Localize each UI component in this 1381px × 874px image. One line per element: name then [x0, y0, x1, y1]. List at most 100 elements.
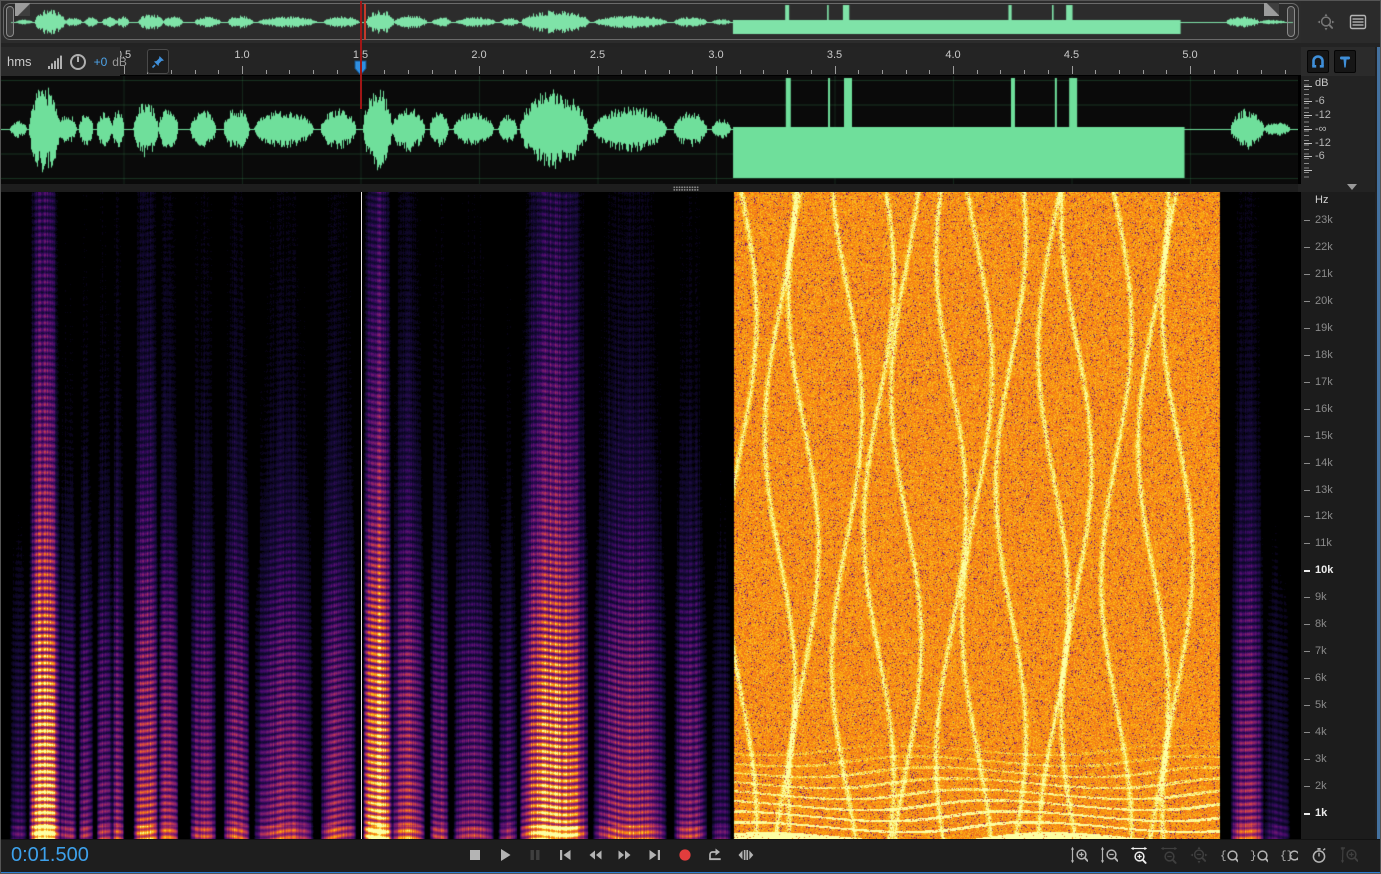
timeline-tick	[1095, 70, 1097, 74]
frequency-label: 18k	[1315, 348, 1333, 361]
frequency-label: 2k	[1315, 779, 1327, 792]
zoom-out-full-button[interactable]	[1187, 842, 1211, 868]
zoom-in-at-out-point-button[interactable]: }	[1247, 842, 1271, 868]
svg-text:{: {	[1220, 851, 1227, 863]
zoom-in-at-in-point-button[interactable]: {	[1217, 842, 1241, 868]
loop-playback-button[interactable]	[703, 842, 727, 868]
spectrogram-playhead-line	[360, 192, 362, 839]
fast-forward-icon	[618, 850, 631, 860]
skip-selection-button[interactable]	[733, 842, 757, 868]
amplitude-major-tick	[1304, 86, 1312, 87]
frequency-label: 1k	[1315, 806, 1328, 819]
overview-strip[interactable]	[1, 1, 1301, 43]
panel-corner-handle-right[interactable]	[1264, 3, 1279, 16]
time-display[interactable]: 0:01.500	[11, 844, 89, 866]
panel-splitter-handle[interactable]	[673, 186, 699, 191]
navigate-zoom-icon[interactable]	[1315, 11, 1337, 33]
stop-button[interactable]	[463, 842, 487, 868]
frequency-tick	[1304, 273, 1310, 275]
frequency-label: 20k	[1315, 294, 1333, 307]
timeline-tick	[1190, 66, 1191, 74]
time-format-label[interactable]: hms	[7, 54, 32, 69]
frequency-tick	[1304, 785, 1310, 787]
frequency-label: 15k	[1315, 429, 1333, 442]
timeline-tick	[834, 66, 836, 74]
skip-to-end-button[interactable]	[643, 842, 667, 868]
frequency-label: 9k	[1315, 591, 1327, 604]
pin-button[interactable]	[147, 49, 169, 74]
timeline-tick	[550, 70, 552, 74]
skip-selection-icon	[738, 850, 754, 860]
range-handle-left[interactable]	[6, 6, 14, 37]
frequency-label: 4k	[1315, 726, 1327, 739]
record-button[interactable]	[673, 842, 697, 868]
pause-button[interactable]	[523, 842, 547, 868]
waveform-display[interactable]	[1, 76, 1298, 184]
range-handle-right[interactable]	[1287, 6, 1295, 37]
overview-playhead	[363, 4, 366, 40]
spectrogram-panel[interactable]	[1, 192, 1298, 839]
fast-forward-button[interactable]	[613, 842, 637, 868]
panel-corner-handle-left[interactable]	[15, 3, 30, 16]
timeline-tick	[289, 70, 291, 74]
frequency-label: 13k	[1315, 483, 1333, 496]
amplitude-ruler[interactable]: dB -6 -12 -∞ -12 -6	[1298, 76, 1380, 184]
timeline-label: 4.0	[945, 49, 961, 61]
frequency-label: 8k	[1315, 618, 1327, 631]
record-icon	[679, 849, 691, 861]
frequency-tick	[1304, 381, 1310, 383]
transport-buttons	[463, 842, 757, 868]
timeline-label: 1.0	[234, 49, 250, 61]
zoom-reset-icon	[1340, 846, 1358, 864]
stopwatch-button[interactable]	[1307, 842, 1331, 868]
timeline-label: 3.0	[708, 49, 724, 61]
zoom-reset-button[interactable]	[1337, 842, 1361, 868]
zoom-in-amplitude-icon	[1070, 846, 1088, 864]
timeline-tick	[242, 66, 243, 74]
bottom-accent-line	[1, 872, 1380, 873]
timeline-tick	[1213, 70, 1215, 74]
pause-icon	[530, 850, 540, 860]
timeline-label: 5.0	[1182, 49, 1198, 61]
amplitude-major-tick	[1304, 128, 1312, 130]
zoom-to-selection-button[interactable]: {}	[1277, 842, 1301, 868]
panel-splitter[interactable]	[1, 184, 1298, 192]
vertical-scrollbar[interactable]	[1375, 47, 1380, 839]
level-meter-icon[interactable]	[46, 51, 64, 73]
snap-magnet-button[interactable]	[1307, 50, 1329, 73]
overview-waveform[interactable]	[1, 1, 1301, 43]
timeline-tick	[1261, 70, 1263, 74]
waveform-panel[interactable]	[1, 76, 1298, 184]
ruler-toolbar: hms +0 dB	[1, 47, 127, 76]
frequency-label: 14k	[1315, 456, 1333, 469]
frequency-ruler-title: Hz	[1315, 194, 1329, 206]
play-button[interactable]	[493, 842, 517, 868]
marker-plunger-button[interactable]	[1334, 50, 1356, 73]
zoom-out-time-button[interactable]	[1157, 842, 1181, 868]
gain-value[interactable]: +0	[93, 54, 108, 69]
panel-menu-icon[interactable]	[1347, 11, 1369, 33]
collapse-triangle-icon[interactable]	[1347, 184, 1357, 190]
frequency-label: 23k	[1315, 214, 1333, 226]
frequency-ruler[interactable]: Hz 23k 22k 21k 20k 19k 18k 17k 16k 15k 14k 13k 12k 1…	[1298, 192, 1380, 839]
ruler-right-toolbar	[1301, 47, 1380, 76]
amplitude-label: -12	[1315, 136, 1331, 149]
timeline-label: 4.5	[1063, 49, 1080, 61]
timeline-tick	[1166, 70, 1168, 74]
timeline-ruler[interactable]: 0.51.01.52.02.53.03.54.04.55.0	[1, 47, 1301, 76]
timeline-tick	[644, 70, 646, 74]
zoom-in-time-button[interactable]	[1127, 842, 1151, 868]
zoom-out-amplitude-button[interactable]	[1097, 842, 1121, 868]
amplitude-ruler-title: dB	[1315, 77, 1329, 89]
vertical-scrollbar-thumb[interactable]	[1377, 47, 1380, 839]
spectrogram-display[interactable]	[1, 192, 1298, 839]
amplitude-minor-ticks	[1304, 80, 1309, 180]
skip-to-start-button[interactable]	[553, 842, 577, 868]
plunger-icon	[1340, 56, 1350, 67]
timeline-tick	[194, 70, 196, 74]
loop-playback-icon	[709, 848, 721, 861]
frequency-tick	[1304, 435, 1310, 437]
clock-icon[interactable]	[69, 51, 87, 73]
rewind-button[interactable]	[583, 842, 607, 868]
zoom-in-amplitude-button[interactable]	[1067, 842, 1091, 868]
